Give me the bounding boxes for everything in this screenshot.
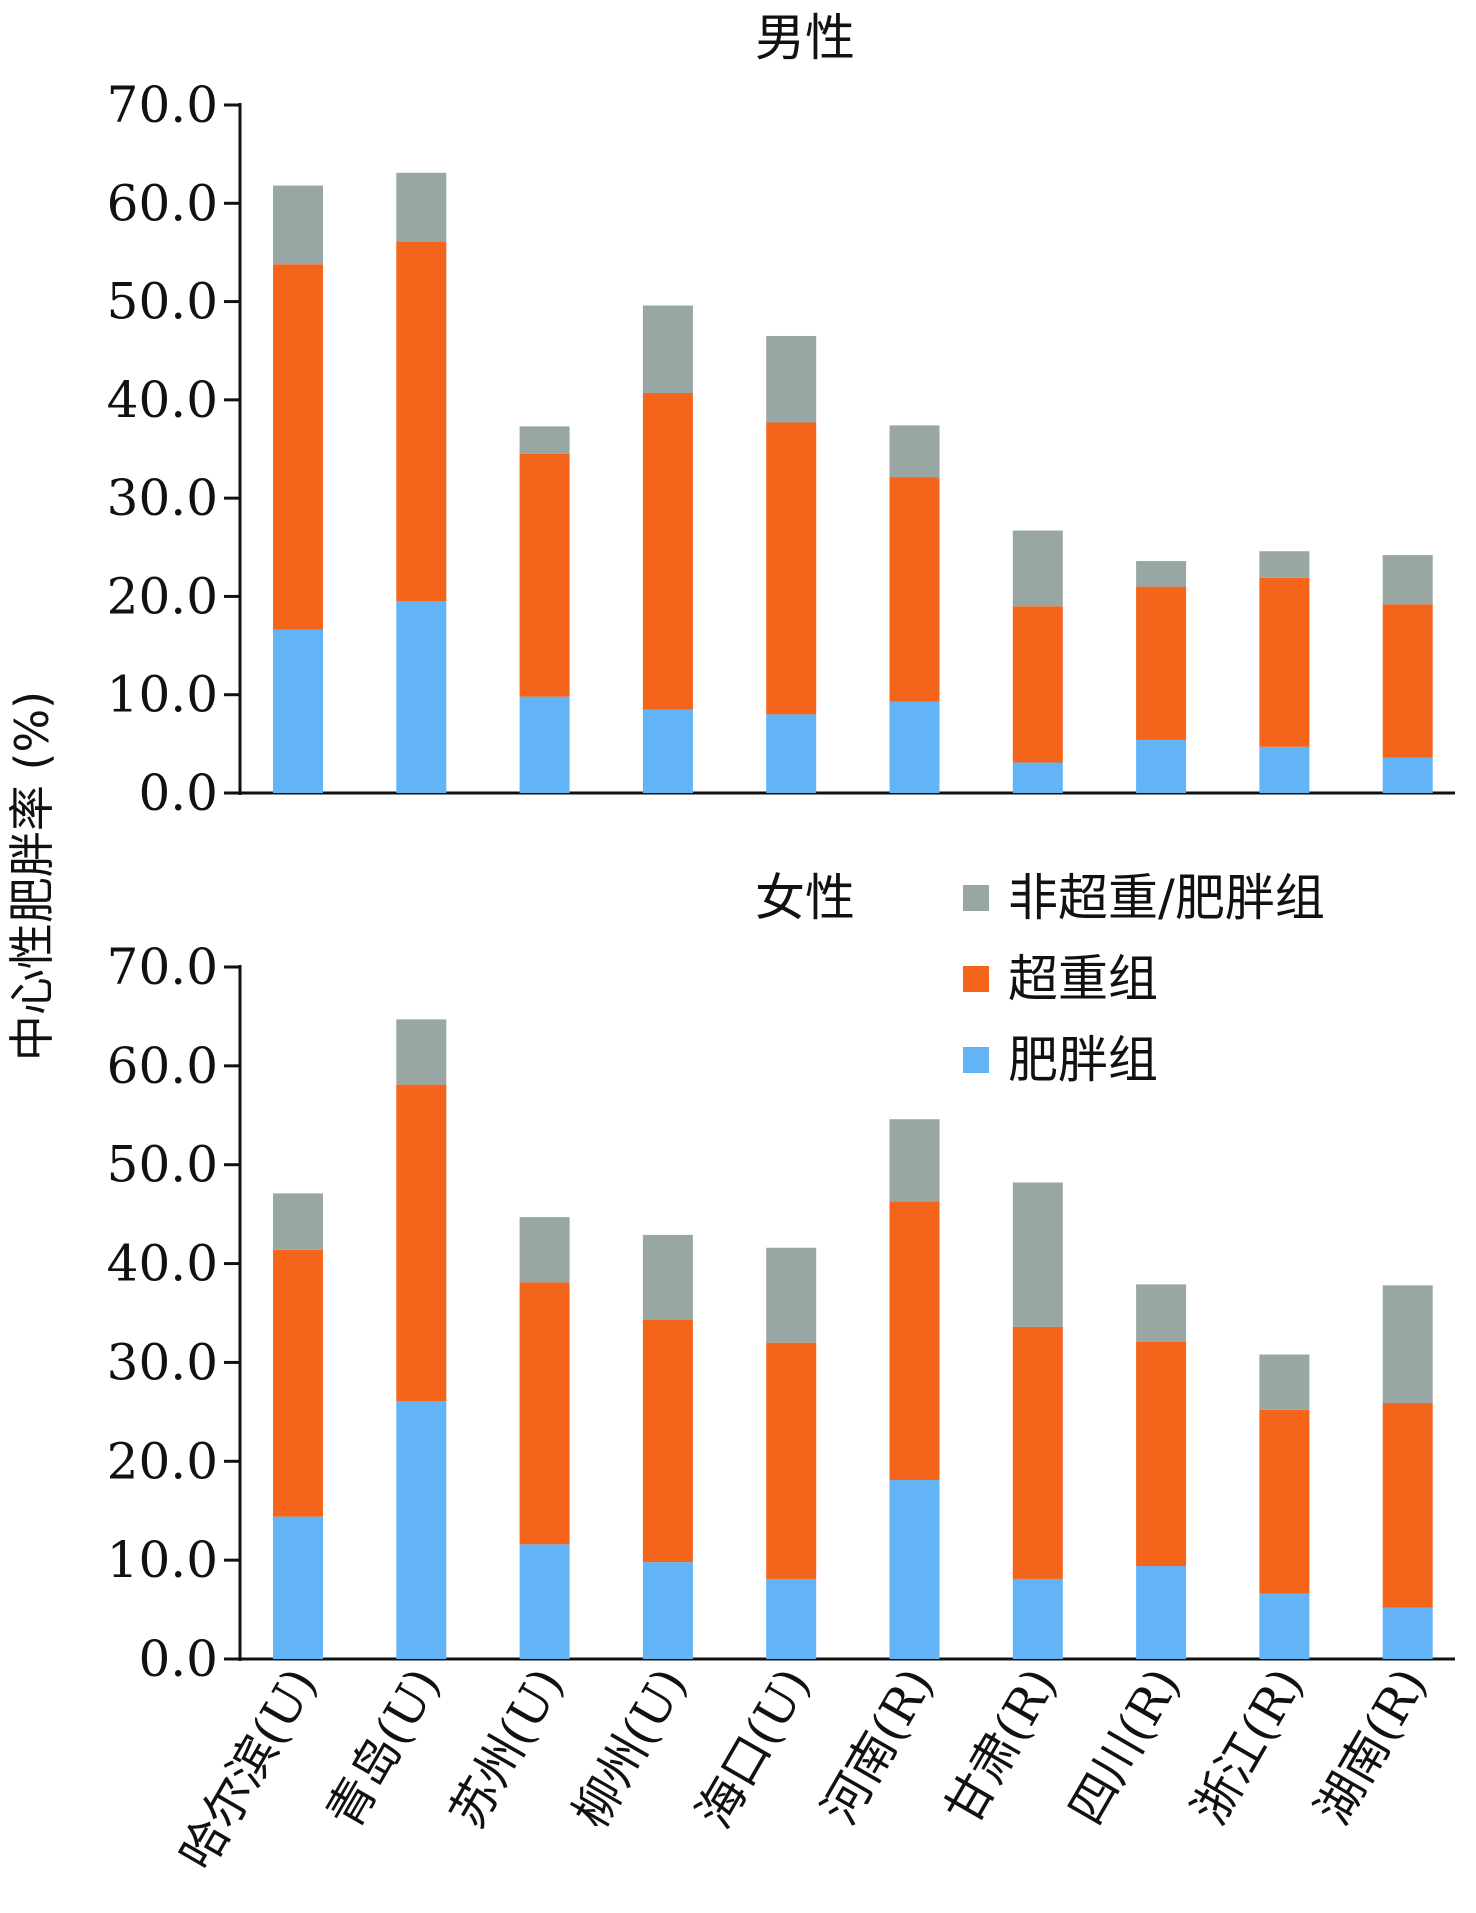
- bar-segment: [273, 1516, 323, 1659]
- bar-segment: [1136, 586, 1187, 740]
- bar-segment: [519, 696, 570, 793]
- y-axis-label: 中心性肥胖率 (%): [5, 691, 59, 1061]
- bar-segment: [1136, 561, 1187, 587]
- bar-segment: [766, 1578, 817, 1659]
- bar-segment: [1382, 1402, 1433, 1608]
- bar-segment: [766, 335, 817, 423]
- bar-segment: [1382, 555, 1433, 605]
- y-tick-label: 0.0: [138, 764, 218, 822]
- bar-segment: [1012, 1326, 1063, 1579]
- bar-segment: [519, 1282, 570, 1545]
- x-tick-label: 柳州(U): [563, 1659, 698, 1838]
- bar-segment: [642, 392, 693, 710]
- x-tick-label: 四川(R): [1058, 1659, 1191, 1834]
- bar-segment: [1136, 739, 1187, 793]
- bar-segment: [1136, 1566, 1187, 1659]
- legend-label: 非超重/肥胖组: [1008, 869, 1325, 927]
- bar-segment: [273, 264, 323, 630]
- panel-title: 女性: [755, 869, 855, 927]
- bar-segment: [273, 1249, 323, 1517]
- bar-segment: [642, 1562, 693, 1659]
- y-tick-label: 50.0: [107, 1136, 218, 1194]
- bar-segment: [1259, 746, 1310, 793]
- legend-label: 肥胖组: [1008, 1031, 1158, 1089]
- bar-segment: [396, 1400, 447, 1659]
- x-tick-label: 湖南(R): [1305, 1659, 1438, 1834]
- bar-segment: [273, 629, 323, 793]
- y-tick-label: 60.0: [107, 174, 218, 232]
- bar-segment: [519, 1544, 570, 1659]
- y-tick-label: 20.0: [107, 1432, 218, 1490]
- bar-segment: [1136, 1341, 1187, 1567]
- bar-segment: [273, 185, 323, 265]
- y-tick-label: 30.0: [107, 469, 218, 527]
- y-tick-label: 20.0: [107, 567, 218, 625]
- y-tick-label: 10.0: [107, 666, 218, 724]
- panel-title: 男性: [755, 9, 855, 67]
- y-tick-label: 40.0: [107, 1235, 218, 1293]
- bar-segment: [396, 1019, 447, 1085]
- bar-segment: [396, 601, 447, 793]
- bar-segment: [766, 714, 817, 793]
- bar-segment: [642, 305, 693, 393]
- bar-segment: [1382, 1607, 1433, 1659]
- x-tick-label: 青岛(U): [316, 1659, 451, 1838]
- x-tick-label: 浙江(R): [1181, 1659, 1314, 1834]
- bar-segment: [1382, 1285, 1433, 1403]
- bar-segment: [519, 426, 570, 454]
- x-tick-label: 海口(U): [686, 1659, 821, 1838]
- bar-segment: [1012, 606, 1063, 763]
- bar-segment: [889, 1201, 940, 1481]
- legend-swatch: [963, 1047, 989, 1073]
- bar-segment: [1259, 577, 1310, 747]
- bar-segment: [642, 709, 693, 793]
- y-tick-label: 70.0: [107, 938, 218, 996]
- bar-segment: [519, 453, 570, 697]
- bar-segment: [1259, 1593, 1310, 1659]
- y-tick-label: 10.0: [107, 1531, 218, 1589]
- bar-segment: [889, 425, 940, 478]
- bar-segment: [766, 422, 817, 715]
- bar-segment: [396, 1084, 447, 1401]
- y-tick-label: 70.0: [107, 76, 218, 134]
- y-tick-label: 0.0: [138, 1630, 218, 1688]
- bar-segment: [1259, 1354, 1310, 1410]
- bar-segment: [1382, 757, 1433, 793]
- y-tick-label: 30.0: [107, 1333, 218, 1391]
- bar-segment: [1012, 1182, 1063, 1327]
- bar-segment: [766, 1342, 817, 1579]
- legend-label: 超重组: [1008, 950, 1158, 1008]
- bar-segment: [396, 172, 447, 242]
- y-tick-label: 40.0: [107, 371, 218, 429]
- bar-segment: [396, 241, 447, 602]
- bar-segment: [1259, 551, 1310, 578]
- x-tick-label: 苏州(U): [440, 1659, 575, 1838]
- bar-segment: [273, 1193, 323, 1250]
- bar-segment: [1382, 604, 1433, 758]
- female-panel: 女性 0.0 10.0 20.0 30.0 40.0 50.0 60.0 70.0 哈尔滨(U)青…: [107, 869, 1455, 1879]
- bar-segment: [1012, 1578, 1063, 1659]
- bar-segment: [766, 1247, 817, 1343]
- bar-segment: [642, 1319, 693, 1563]
- bar-segment: [642, 1234, 693, 1320]
- bar-segment: [1259, 1409, 1310, 1594]
- y-tick-label: 60.0: [107, 1037, 218, 1095]
- bar-segment: [1012, 762, 1063, 793]
- bar-segment: [889, 701, 940, 793]
- x-tick-label: 河南(R): [812, 1659, 945, 1834]
- bar-segment: [889, 1480, 940, 1659]
- bar-segment: [889, 1119, 940, 1202]
- y-tick-label: 50.0: [107, 273, 218, 331]
- bar-segment: [519, 1217, 570, 1283]
- x-tick-label: 甘肃(R): [935, 1659, 1068, 1834]
- bar-segment: [889, 477, 940, 702]
- bar-segment: [1136, 1284, 1187, 1342]
- x-tick-label: 哈尔滨(U): [169, 1659, 328, 1879]
- bar-segment: [1012, 530, 1063, 607]
- legend-swatch: [963, 885, 989, 911]
- legend-swatch: [963, 966, 989, 992]
- male-panel: 男性 0.0 10.0 20.0 30.0 40.0 50.0 60.0 70.0: [107, 9, 1455, 822]
